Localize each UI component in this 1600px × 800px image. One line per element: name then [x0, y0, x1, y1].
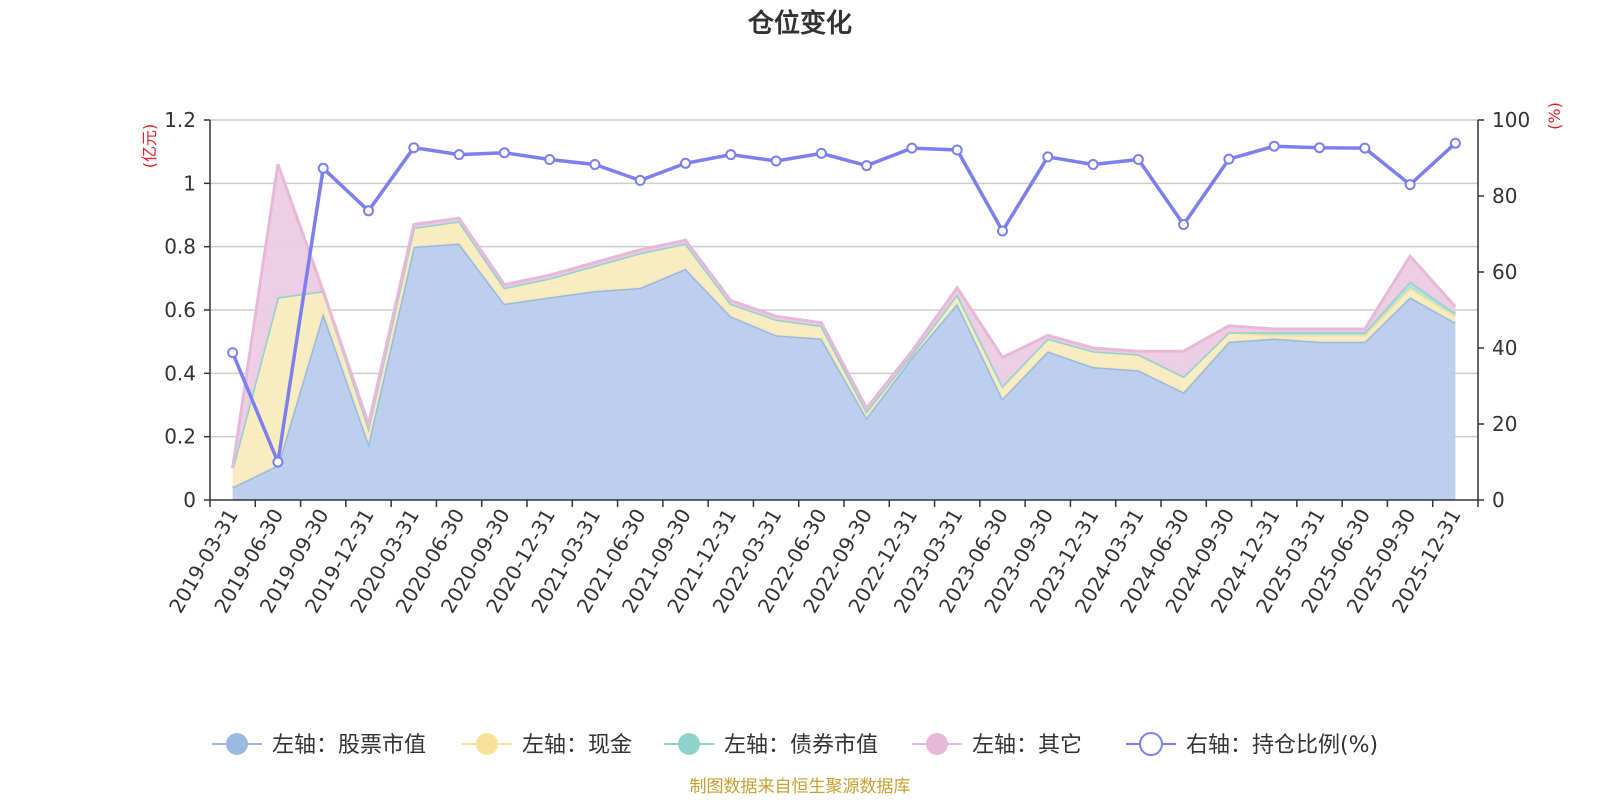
ratio-point	[815, 147, 827, 159]
legend-label-5: 右轴：持仓比例(%)	[1186, 733, 1378, 758]
right-tick-label: 40	[1492, 336, 1517, 360]
ratio-point	[1178, 219, 1190, 230]
legend-marker-5	[1139, 732, 1163, 756]
right-tick-label: 0	[1492, 488, 1505, 512]
data-source-note: 制图数据来自恒生聚源数据库	[690, 777, 911, 797]
ratio-point	[1449, 137, 1461, 149]
legend-label-3: 左轴：债券市值	[724, 733, 878, 758]
ratio-point	[861, 160, 873, 172]
left-tick-label: 1	[183, 171, 196, 195]
ratio-point	[1223, 153, 1235, 165]
left-tick-label: 0.2	[164, 425, 196, 449]
chart-title: 仓位变化	[747, 8, 852, 39]
ratio-point	[997, 225, 1008, 237]
right-tick-label: 80	[1492, 184, 1517, 208]
stacked-areas	[231, 163, 1457, 500]
legend-marker-2	[476, 733, 498, 755]
legend-marker-3	[678, 733, 700, 755]
ratio-point	[1359, 142, 1371, 154]
ratio-point	[453, 149, 465, 161]
ratio-point	[634, 174, 646, 186]
legend-label-2: 左轴：现金	[522, 733, 632, 758]
legend: 左轴：股票市值 左轴：现金 左轴：债券市值 左轴：其它 右轴：持仓比例(%)	[212, 732, 1378, 758]
ratio-point	[498, 147, 510, 159]
ratio-point	[770, 155, 782, 167]
ratio-point	[317, 162, 329, 174]
ratio-point	[544, 154, 556, 165]
legend-marker-1	[226, 733, 248, 755]
ratio-point	[1268, 140, 1280, 152]
ratio-point	[680, 157, 691, 169]
ratio-point	[906, 142, 918, 154]
area-1	[232, 243, 1456, 500]
ratio-point	[408, 142, 420, 154]
holding-ratio-line	[227, 137, 1461, 469]
right-tick-label: 100	[1492, 108, 1530, 132]
area-edge-4	[231, 163, 1457, 469]
area-2	[232, 221, 1456, 488]
ratio-point	[1087, 159, 1099, 170]
ratio-point	[1314, 142, 1325, 154]
right-tick-label: 60	[1492, 260, 1517, 284]
legend-label-1: 左轴：股票市值	[272, 733, 426, 758]
right-axis-unit: (%)	[1545, 102, 1564, 130]
ratio-point	[363, 205, 374, 217]
right-tick-label: 20	[1492, 412, 1517, 436]
left-axis-unit: (亿元)	[140, 124, 159, 169]
legend-marker-4	[926, 733, 948, 755]
left-tick-label: 0	[183, 488, 196, 512]
ratio-point	[272, 456, 284, 468]
legend-label-4: 左轴：其它	[972, 733, 1082, 758]
ratio-line-path	[230, 141, 1457, 469]
ratio-point	[589, 159, 601, 170]
ratio-point	[227, 347, 239, 359]
ratio-point	[1404, 179, 1416, 191]
ratio-point	[951, 144, 963, 156]
ratio-point	[1042, 151, 1054, 163]
left-tick-label: 0.4	[164, 361, 196, 385]
ratio-point	[1132, 154, 1144, 165]
left-tick-label: 1.2	[164, 108, 196, 132]
left-tick-label: 0.6	[164, 298, 196, 322]
ratio-point	[725, 149, 737, 161]
left-tick-label: 0.8	[164, 235, 196, 259]
